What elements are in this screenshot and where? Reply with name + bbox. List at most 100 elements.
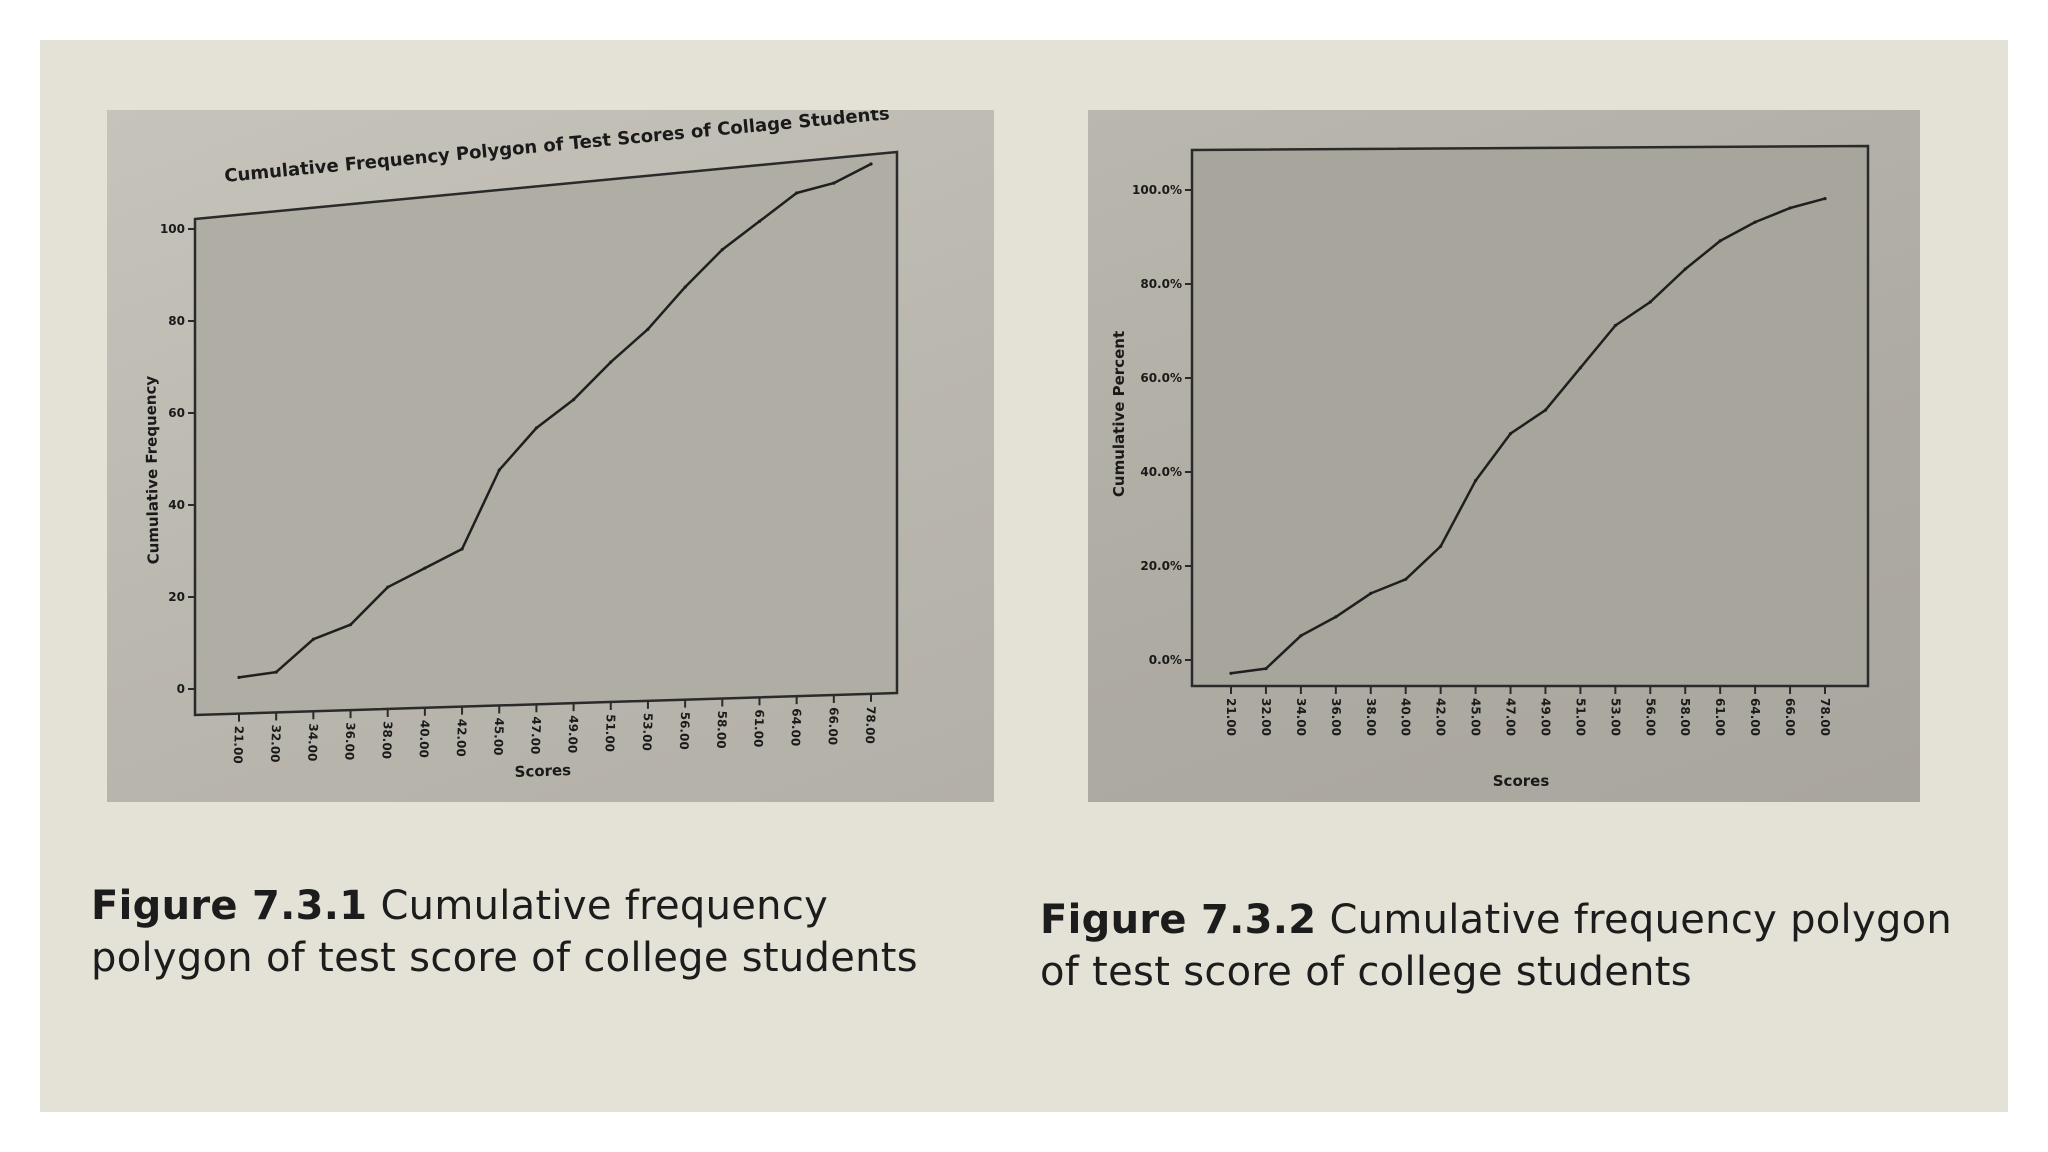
- x-tick-label: 42.00: [1434, 698, 1448, 736]
- data-point: [571, 398, 576, 402]
- data-point: [1823, 197, 1827, 201]
- data-point: [832, 181, 836, 185]
- x-tick-label: 36.00: [342, 722, 357, 760]
- plot-area: [193, 150, 899, 717]
- data-point: [237, 675, 241, 680]
- x-tick-label: 56.00: [1643, 698, 1657, 736]
- chart-1: Cumulative Frequency Polygon of Test Sco…: [141, 110, 899, 781]
- caption-text: Cumulative frequency polygon of test sco…: [1040, 897, 1953, 995]
- x-tick-label: 34.00: [305, 723, 320, 761]
- x-tick-label: 38.00: [379, 721, 394, 759]
- data-point: [1299, 634, 1303, 638]
- data-point: [1613, 323, 1617, 328]
- data-point: [1753, 220, 1757, 224]
- data-line: [1230, 197, 1826, 675]
- data-point: [1334, 615, 1338, 619]
- y-tick-label: 40.0%: [1140, 465, 1182, 479]
- y-axis-title: Cumulative Percent: [1110, 331, 1128, 497]
- y-tick-label: 60: [168, 406, 185, 420]
- x-tick-label: 51.00: [602, 714, 617, 752]
- data-point: [1648, 300, 1652, 304]
- slide: Cumulative Frequency Polygon of Test Sco…: [40, 40, 2008, 1112]
- chart-2: Cumulative Percent Scores 0.0% 20.0% 40.0%…: [1110, 144, 1870, 790]
- data-point: [460, 547, 464, 551]
- y-tick-label: 60.0%: [1140, 371, 1182, 385]
- plot-area: [1190, 144, 1870, 688]
- data-point: [1473, 479, 1478, 483]
- x-tick-label: 47.00: [528, 716, 543, 754]
- x-tick-label: 47.00: [1504, 698, 1518, 736]
- y-tick-label: 0: [177, 682, 185, 696]
- data-point: [386, 585, 390, 589]
- x-axis-title: Scores: [1493, 772, 1550, 790]
- data-point: [795, 191, 799, 195]
- data-point: [869, 162, 873, 166]
- x-tick-label: 42.00: [454, 719, 469, 757]
- x-tick-label: 21.00: [231, 726, 246, 764]
- data-point: [757, 219, 762, 223]
- data-point: [1264, 667, 1268, 671]
- x-tick-label: 78.00: [863, 706, 878, 744]
- x-tick-label: 66.00: [826, 707, 841, 745]
- data-point: [1508, 432, 1513, 436]
- data-point: [683, 285, 687, 289]
- data-point: [311, 637, 315, 641]
- data-point: [1578, 366, 1583, 370]
- data-point: [609, 360, 613, 364]
- x-tick-label: 38.00: [1364, 698, 1378, 736]
- x-tick-label: 56.00: [677, 712, 692, 750]
- data-point: [1404, 577, 1408, 581]
- chart-photo-2: Cumulative Percent Scores 0.0% 20.0% 40.0%…: [1088, 110, 1920, 802]
- x-tick-label: 61.00: [1713, 698, 1727, 736]
- data-point: [1788, 206, 1792, 210]
- x-tick-label: 78.00: [1818, 698, 1832, 736]
- y-tick-label: 100.0%: [1132, 183, 1182, 197]
- data-point: [1439, 544, 1443, 548]
- y-tick-label: 0.0%: [1149, 653, 1182, 667]
- data-point: [348, 623, 353, 627]
- x-tick-label: 40.00: [1399, 698, 1413, 736]
- data-point: [646, 327, 650, 331]
- caption-1: Figure 7.3.1 Cumulative frequency polygo…: [91, 880, 991, 984]
- y-axis-title: Cumulative Frequency: [141, 375, 162, 564]
- y-tick-label: 20: [168, 590, 185, 604]
- data-point: [534, 426, 539, 430]
- x-tick-label: 40.00: [417, 720, 432, 758]
- x-tick-label: 45.00: [491, 717, 506, 755]
- x-tick-label: 32.00: [268, 724, 283, 762]
- x-tick-label: 58.00: [714, 710, 729, 748]
- figure-number: Figure 7.3.1: [91, 883, 368, 929]
- x-tick-label: 49.00: [565, 715, 580, 753]
- x-tick-label: 32.00: [1259, 698, 1273, 736]
- data-point: [1683, 267, 1687, 271]
- x-tick-label: 45.00: [1469, 698, 1483, 736]
- x-tick-label: 64.00: [1748, 698, 1762, 736]
- data-point: [720, 248, 724, 252]
- x-tick-label: 36.00: [1329, 698, 1343, 736]
- x-tick-label: 61.00: [751, 709, 766, 747]
- x-tick-label: 53.00: [1608, 698, 1622, 736]
- data-point: [1229, 671, 1233, 675]
- y-tick-label: 20.0%: [1140, 559, 1182, 573]
- data-point: [1718, 239, 1722, 243]
- x-tick-label: 64.00: [788, 708, 803, 746]
- x-tick-label: 66.00: [1783, 698, 1797, 736]
- data-line: [238, 162, 872, 679]
- data-point: [1543, 408, 1548, 412]
- x-tick-label: 53.00: [640, 713, 655, 751]
- data-point: [423, 566, 427, 570]
- y-tick-label: 80.0%: [1140, 277, 1182, 291]
- y-tick-label: 100: [160, 222, 185, 236]
- caption-text: Cumulative frequency polygon of test sco…: [91, 883, 918, 981]
- y-tick-label: 40: [168, 498, 185, 512]
- data-point: [497, 468, 501, 472]
- x-tick-label: 49.00: [1538, 698, 1552, 736]
- x-tick-label: 58.00: [1678, 698, 1692, 736]
- x-axis-title: Scores: [514, 761, 571, 781]
- x-tick-label: 34.00: [1294, 698, 1308, 736]
- x-tick-label: 51.00: [1573, 698, 1587, 736]
- x-tick-label: 21.00: [1224, 698, 1238, 736]
- data-point: [274, 670, 278, 674]
- figure-number: Figure 7.3.2: [1040, 897, 1317, 943]
- data-point: [1369, 591, 1373, 595]
